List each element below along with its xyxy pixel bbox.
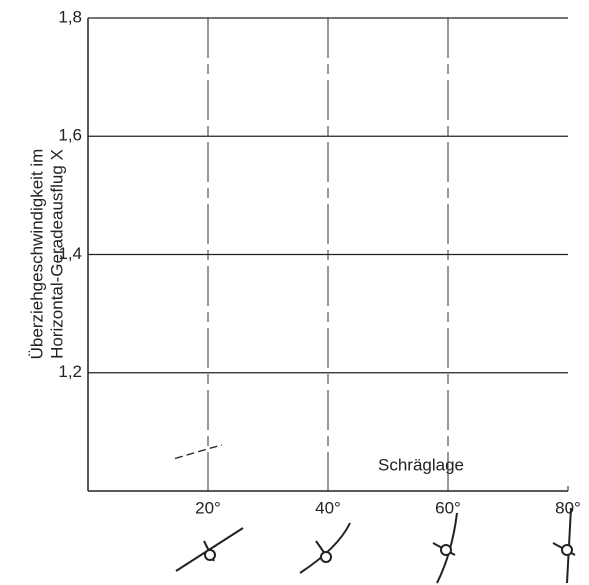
y-tick-label: 1,8 <box>58 7 82 26</box>
y-tick-label: 1,6 <box>58 126 82 145</box>
x-tick-label: 80° <box>555 498 581 517</box>
annotation: Schräglage <box>378 455 464 474</box>
data-line <box>174 444 222 460</box>
y-tick-label: 1,2 <box>58 362 82 381</box>
x-tick-label: 40° <box>315 498 341 517</box>
y-axis-label: Überziehgeschwindigkeit im <box>27 149 46 360</box>
aircraft-icons <box>175 507 576 584</box>
y-tick-label: 1,4 <box>58 244 82 263</box>
x-tick-label: 60° <box>435 498 461 517</box>
x-tick-label: 20° <box>195 498 221 517</box>
y-axis-label: Horizontal-Geradeausflug X <box>47 149 66 359</box>
